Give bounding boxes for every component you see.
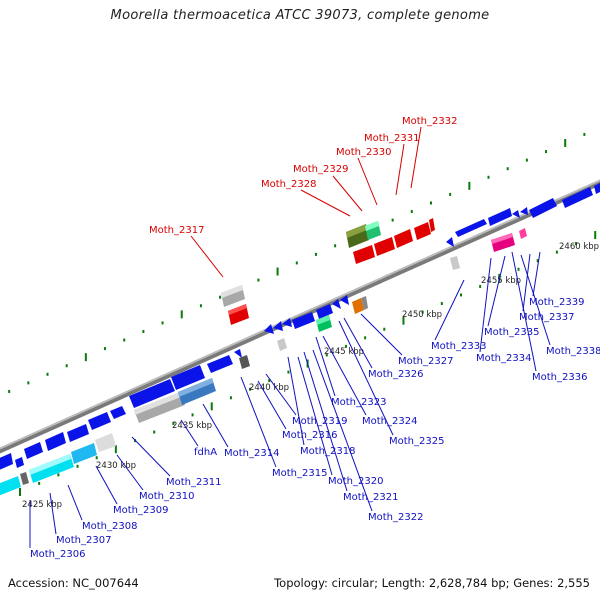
- gene-label: Moth_2333: [431, 341, 486, 352]
- gene-arrow: [455, 219, 487, 237]
- leader-line: [287, 356, 305, 446]
- pink-genes: [491, 228, 527, 252]
- scale-label: 2430 kbp: [96, 461, 136, 471]
- gene-label: Moth_2310: [139, 491, 194, 502]
- leader-line: [297, 356, 333, 476]
- gene-arrow: [529, 198, 557, 218]
- gene-label: Moth_2319: [292, 416, 347, 427]
- gene-arrow: [488, 208, 512, 226]
- gene-label: Moth_2324: [362, 416, 417, 427]
- genome-backbone: [0, 179, 600, 454]
- gene-label: Moth_2337: [519, 312, 574, 323]
- accession-text: Accession: NC_007644: [8, 576, 139, 590]
- gene-label: Moth_2321: [343, 492, 398, 503]
- gene-arrow: [562, 187, 593, 208]
- leader-line: [410, 126, 422, 189]
- leader-line: [257, 380, 287, 430]
- scale-label: 2440 kbp: [249, 383, 289, 393]
- leader-line: [479, 257, 492, 353]
- leader-line: [322, 335, 367, 416]
- leader-line: [487, 255, 506, 327]
- upper-right-strand-genes: [446, 183, 600, 247]
- gene-label: Moth_2323: [331, 397, 386, 408]
- leader-line: [532, 251, 541, 297]
- gene-label: Moth_2317: [149, 225, 204, 236]
- leader-line: [303, 351, 348, 492]
- leader-line: [338, 320, 394, 436]
- gene-label-layer: Moth_2317 Moth_2328 Moth_2329 Moth_2330 Moth…: [30, 116, 600, 560]
- gene-label: Moth_2328: [261, 179, 316, 190]
- leader-line: [116, 454, 144, 491]
- gene-label: Moth_2331: [364, 133, 419, 144]
- scale-label-layer: 2425 kbp 2430 kbp 2435 kbp 2440 kbp 2445 kbp…: [22, 242, 599, 510]
- gene-label: Moth_2316: [282, 430, 337, 441]
- gene-label: Moth_2339: [529, 297, 584, 308]
- leader-line: [522, 253, 531, 312]
- gene-arrow: [520, 207, 528, 215]
- leader-line: [332, 175, 363, 212]
- leader-line: [434, 279, 465, 341]
- gene-label: Moth_2332: [402, 116, 457, 127]
- gene-arrow: [594, 183, 600, 194]
- gene-label: Moth_2311: [166, 477, 221, 488]
- leader-line: [190, 235, 224, 278]
- top-feature-group: [346, 218, 435, 264]
- gene-label: Moth_2327: [398, 356, 453, 367]
- gene-label: Moth_2320: [328, 476, 383, 487]
- gene-label: Moth_2314: [224, 448, 279, 459]
- leader-line: [240, 376, 277, 468]
- gene-label: Moth_2318: [300, 446, 355, 457]
- gene-label: Moth_2315: [272, 468, 327, 479]
- gene-label: fdhA: [194, 447, 217, 458]
- scale-label: 2450 kbp: [402, 310, 442, 320]
- leader-line: [95, 465, 118, 505]
- gene-label: Moth_2326: [368, 369, 423, 380]
- leader-line: [67, 484, 83, 521]
- leader-line: [343, 317, 373, 369]
- scale-label: 2460 kbp: [559, 242, 599, 252]
- gene-label: Moth_2338: [546, 346, 600, 357]
- leader-line: [315, 336, 336, 397]
- leader-line: [357, 157, 378, 206]
- gene-label: Moth_2334: [476, 353, 531, 364]
- scale-label: 2425 kbp: [22, 500, 62, 510]
- scale-label: 2435 kbp: [172, 421, 212, 431]
- leader-line: [360, 313, 403, 356]
- gene-label: Moth_2308: [82, 521, 137, 532]
- scale-label: 2445 kbp: [324, 347, 364, 357]
- moth-2317-feature: [221, 285, 249, 325]
- leader-line: [265, 373, 297, 416]
- leader-line: [312, 349, 373, 512]
- gene-label-lines: [29, 126, 551, 548]
- gene-arrow: [446, 237, 454, 247]
- leader-line: [131, 436, 171, 477]
- leader-line: [202, 403, 229, 448]
- gene-label: Moth_2335: [484, 327, 539, 338]
- leader-line: [395, 143, 405, 196]
- gene-label: Moth_2336: [532, 372, 587, 383]
- gene-label: Moth_2329: [293, 164, 348, 175]
- leader-line: [49, 492, 57, 535]
- gene-label: Moth_2309: [113, 505, 168, 516]
- scale-label: 2455 kbp: [481, 276, 521, 286]
- map-title: Moorella thermoacetica ATCC 39073, compl…: [110, 8, 490, 23]
- leader-line: [300, 189, 351, 217]
- gene-label: Moth_2307: [56, 535, 111, 546]
- leader-line: [180, 419, 199, 447]
- lower-strand-genes: [0, 256, 460, 496]
- gene-label: Moth_2330: [336, 147, 391, 158]
- leader-line: [511, 251, 537, 372]
- leader-line: [520, 254, 551, 346]
- gene-label: Moth_2322: [368, 512, 423, 523]
- gene-arrow: [512, 210, 520, 218]
- gene-label: Moth_2325: [389, 436, 444, 447]
- gene-label: Moth_2306: [30, 549, 85, 560]
- genome-summary-text: Topology: circular; Length: 2,628,784 bp…: [274, 576, 590, 590]
